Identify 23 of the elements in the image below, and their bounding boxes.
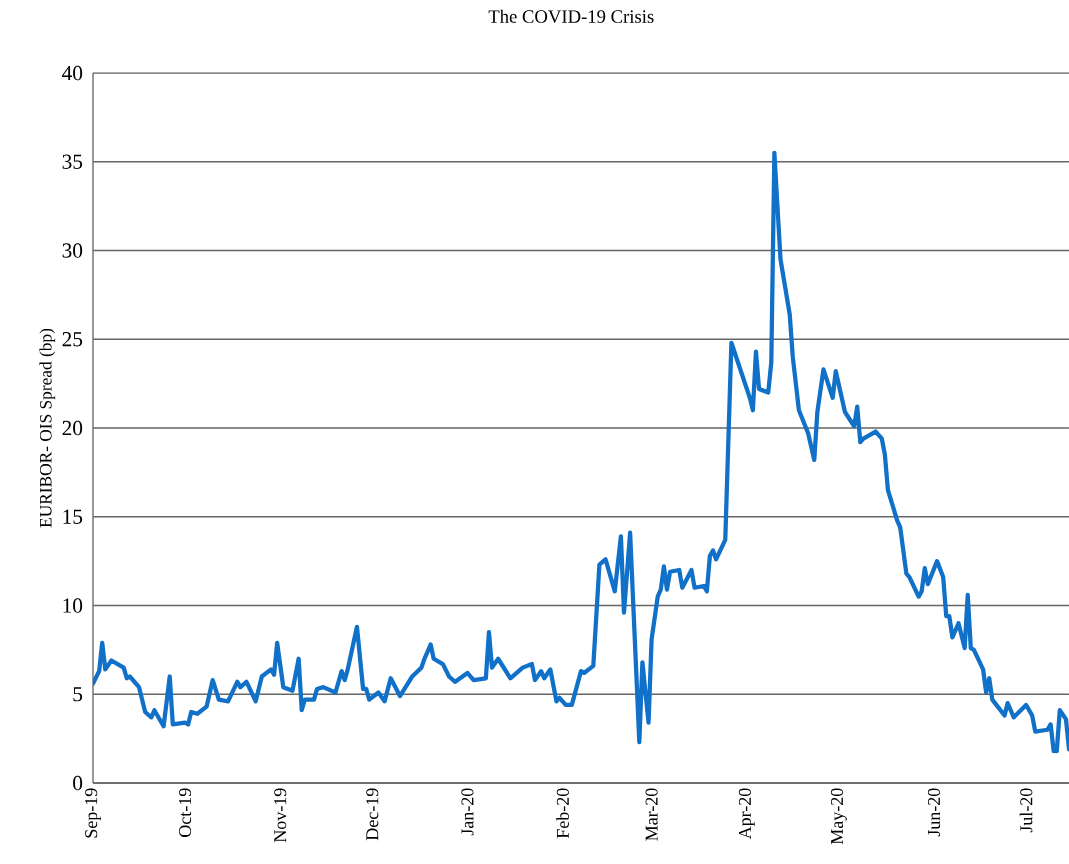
line-series <box>93 150 1069 754</box>
y-tick-label: 15 <box>63 509 83 524</box>
x-tick-label: Feb-20 <box>556 788 569 839</box>
y-tick-label: 30 <box>62 243 83 258</box>
y-tick-label: 5 <box>73 687 83 702</box>
y-axis-title: EURIBOR- OIS Spread (bp) <box>39 328 56 528</box>
chart-title: The COVID-19 Crisis <box>488 9 654 23</box>
x-tick-label: Jul-20 <box>1019 788 1033 833</box>
x-tick-label: Oct-19 <box>179 788 192 837</box>
x-tick-label: Dec-19 <box>366 788 379 841</box>
x-tick-label: Mar-20 <box>645 788 658 841</box>
y-tick-label: 40 <box>62 65 83 81</box>
x-tick-label: Nov-19 <box>274 788 287 843</box>
x-tick-label: Jan-20 <box>461 788 474 836</box>
x-tick-label: Sep-19 <box>85 788 101 838</box>
y-tick-label: 10 <box>63 598 83 613</box>
y-tick-label: 20 <box>62 420 83 436</box>
y-tick-label: 25 <box>62 332 83 347</box>
x-tick-label: Apr-20 <box>738 788 755 840</box>
x-tick-label: Jun-20 <box>927 788 941 837</box>
y-tick-label: 0 <box>73 775 83 791</box>
x-tick-label: May-20 <box>830 788 847 845</box>
y-tick-label: 35 <box>62 154 83 169</box>
